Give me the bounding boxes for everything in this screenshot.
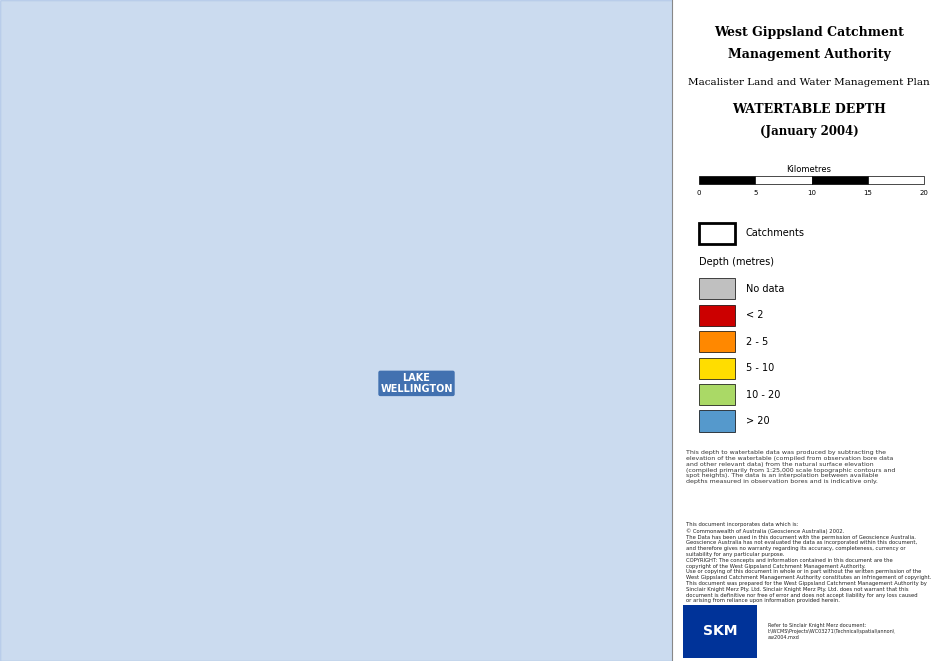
Bar — [699, 358, 735, 379]
Bar — [699, 331, 735, 352]
Text: 10: 10 — [807, 190, 816, 196]
Text: Refer to Sinclair Knight Merz document:
I:\WCMS\Projects\WC03271\Technical\spati: Refer to Sinclair Knight Merz document: … — [768, 623, 895, 640]
Text: Catchments: Catchments — [745, 228, 805, 239]
Text: Depth (metres): Depth (metres) — [699, 257, 774, 267]
Text: WATERTABLE DEPTH: WATERTABLE DEPTH — [732, 103, 885, 116]
Text: 0: 0 — [697, 190, 702, 196]
Text: 10 - 20: 10 - 20 — [745, 389, 780, 400]
Text: 15: 15 — [864, 190, 872, 196]
Text: This depth to watertable data was produced by subtracting the
elevation of the w: This depth to watertable data was produc… — [686, 450, 895, 484]
Bar — [867, 176, 924, 184]
Bar — [699, 278, 735, 299]
Bar — [756, 176, 812, 184]
Text: 2 - 5: 2 - 5 — [745, 336, 768, 347]
Text: Management Authority: Management Authority — [727, 48, 890, 61]
Text: This document incorporates data which is:
© Commonwealth of Australia (Geoscienc: This document incorporates data which is… — [686, 522, 931, 603]
Text: 5 - 10: 5 - 10 — [745, 363, 774, 373]
Text: (January 2004): (January 2004) — [760, 125, 858, 138]
Bar — [699, 384, 735, 405]
Text: LAKE
WELLINGTON: LAKE WELLINGTON — [380, 373, 453, 394]
FancyBboxPatch shape — [683, 605, 757, 658]
Bar — [699, 223, 735, 244]
Text: > 20: > 20 — [745, 416, 769, 426]
Text: < 2: < 2 — [745, 310, 763, 321]
Bar — [812, 176, 867, 184]
Text: No data: No data — [745, 284, 784, 294]
Text: Kilometres: Kilometres — [786, 165, 832, 174]
Text: West Gippsland Catchment: West Gippsland Catchment — [714, 26, 903, 40]
Bar — [699, 305, 735, 326]
Text: Macalister Land and Water Management Plan: Macalister Land and Water Management Pla… — [688, 78, 930, 87]
Text: 20: 20 — [920, 190, 929, 196]
Bar — [699, 410, 735, 432]
Bar — [699, 176, 756, 184]
Text: SKM: SKM — [703, 624, 737, 639]
Text: 5: 5 — [753, 190, 758, 196]
